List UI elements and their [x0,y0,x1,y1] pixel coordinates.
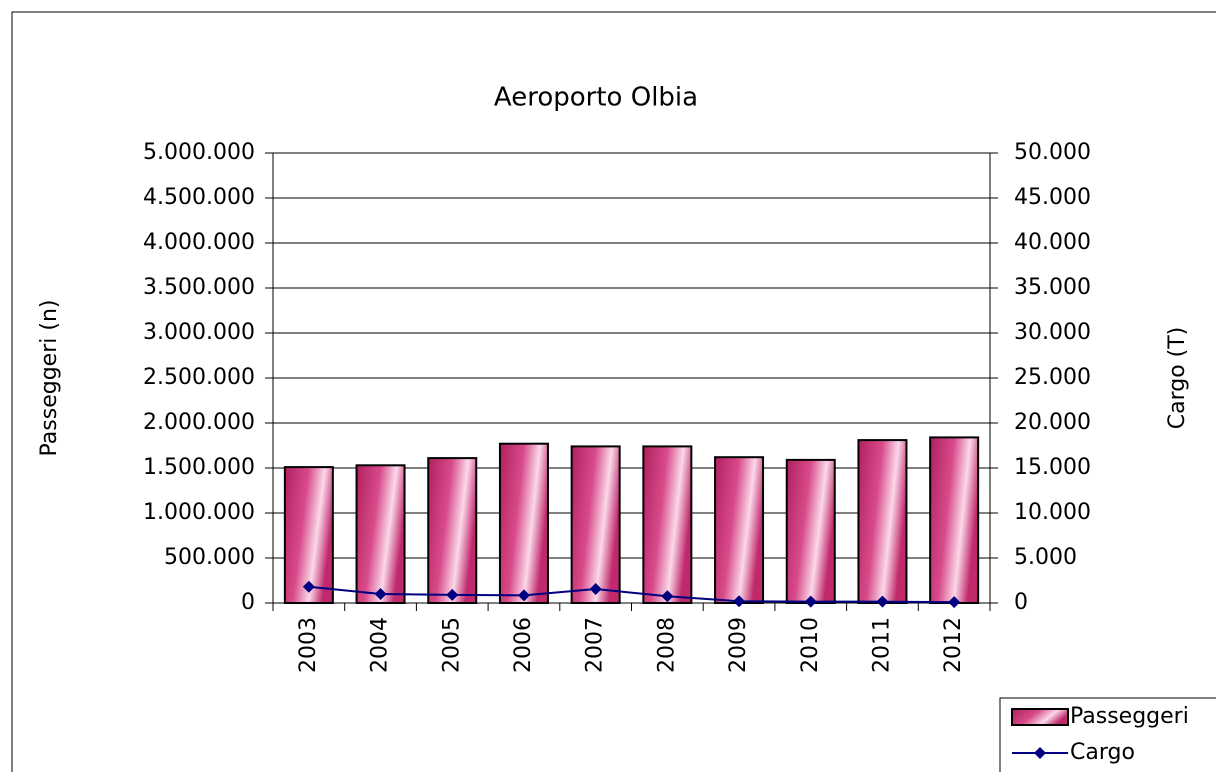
x-tick-label: 2009 [726,617,751,673]
bar [929,436,980,604]
marker [589,583,602,596]
line [308,585,955,604]
y2-tick-label: 25.000 [1014,365,1091,390]
y2-tick-label: 50.000 [1014,140,1091,165]
y-tick-label: 2.500.000 [143,365,255,390]
bar [355,464,406,604]
legend-label: Cargo [1070,740,1135,765]
legend-swatch [1011,708,1069,726]
y2-tick-label: 30.000 [1014,320,1091,345]
y-tick-label: 4.000.000 [143,230,255,255]
bar [857,439,908,604]
marker [517,589,530,602]
marker [661,590,674,603]
y-tick-label: 4.500.000 [143,185,255,210]
y2-tick-label: 45.000 [1014,185,1091,210]
x-tick-label: 2010 [798,617,823,673]
marker [733,595,746,608]
bar [642,445,693,604]
x-tick-label: 2004 [368,617,393,673]
bar [498,442,549,605]
y-tick-label: 1.000.000 [143,500,255,525]
marker [446,588,459,601]
legend-marker [1034,747,1046,759]
x-tick-label: 2007 [583,617,608,673]
legend-label: Passeggeri [1070,704,1189,729]
y2-tick-label: 15.000 [1014,455,1091,480]
y-tick-label: 1.500.000 [143,455,255,480]
x-tick-label: 2008 [654,617,679,673]
y-tick-label: 500.000 [164,545,255,570]
y2-tick-label: 40.000 [1014,230,1091,255]
bar [714,456,765,605]
marker [374,588,387,600]
y2-axis-title: Cargo (T) [1165,327,1190,430]
x-tick-label: 2003 [296,617,321,673]
bar [283,466,334,604]
marker [302,580,315,593]
y2-tick-label: 0 [1014,590,1028,615]
x-tick-label: 2006 [511,617,536,673]
y2-tick-label: 10.000 [1014,500,1091,525]
bar [785,458,836,604]
bar [570,445,621,604]
y-tick-label: 3.500.000 [143,275,255,300]
marker [804,595,817,608]
y-tick-label: 5.000.000 [143,140,255,165]
marker [948,596,961,609]
y-tick-label: 3.000.000 [143,320,255,345]
y-axis-title: Passeggeri (n) [37,300,62,457]
x-tick-label: 2011 [869,617,894,673]
y-tick-label: 2.000.000 [143,410,255,435]
x-tick-label: 2005 [439,617,464,673]
y-tick-label: 0 [241,590,255,615]
chart-border [11,11,1216,772]
x-tick-label: 2012 [941,617,966,673]
bar [427,457,478,604]
y2-tick-label: 5.000 [1014,545,1077,570]
y2-tick-label: 20.000 [1014,410,1091,435]
chart-title: Aeroporto Olbia [494,83,698,113]
y2-tick-label: 35.000 [1014,275,1091,300]
marker [876,595,889,608]
